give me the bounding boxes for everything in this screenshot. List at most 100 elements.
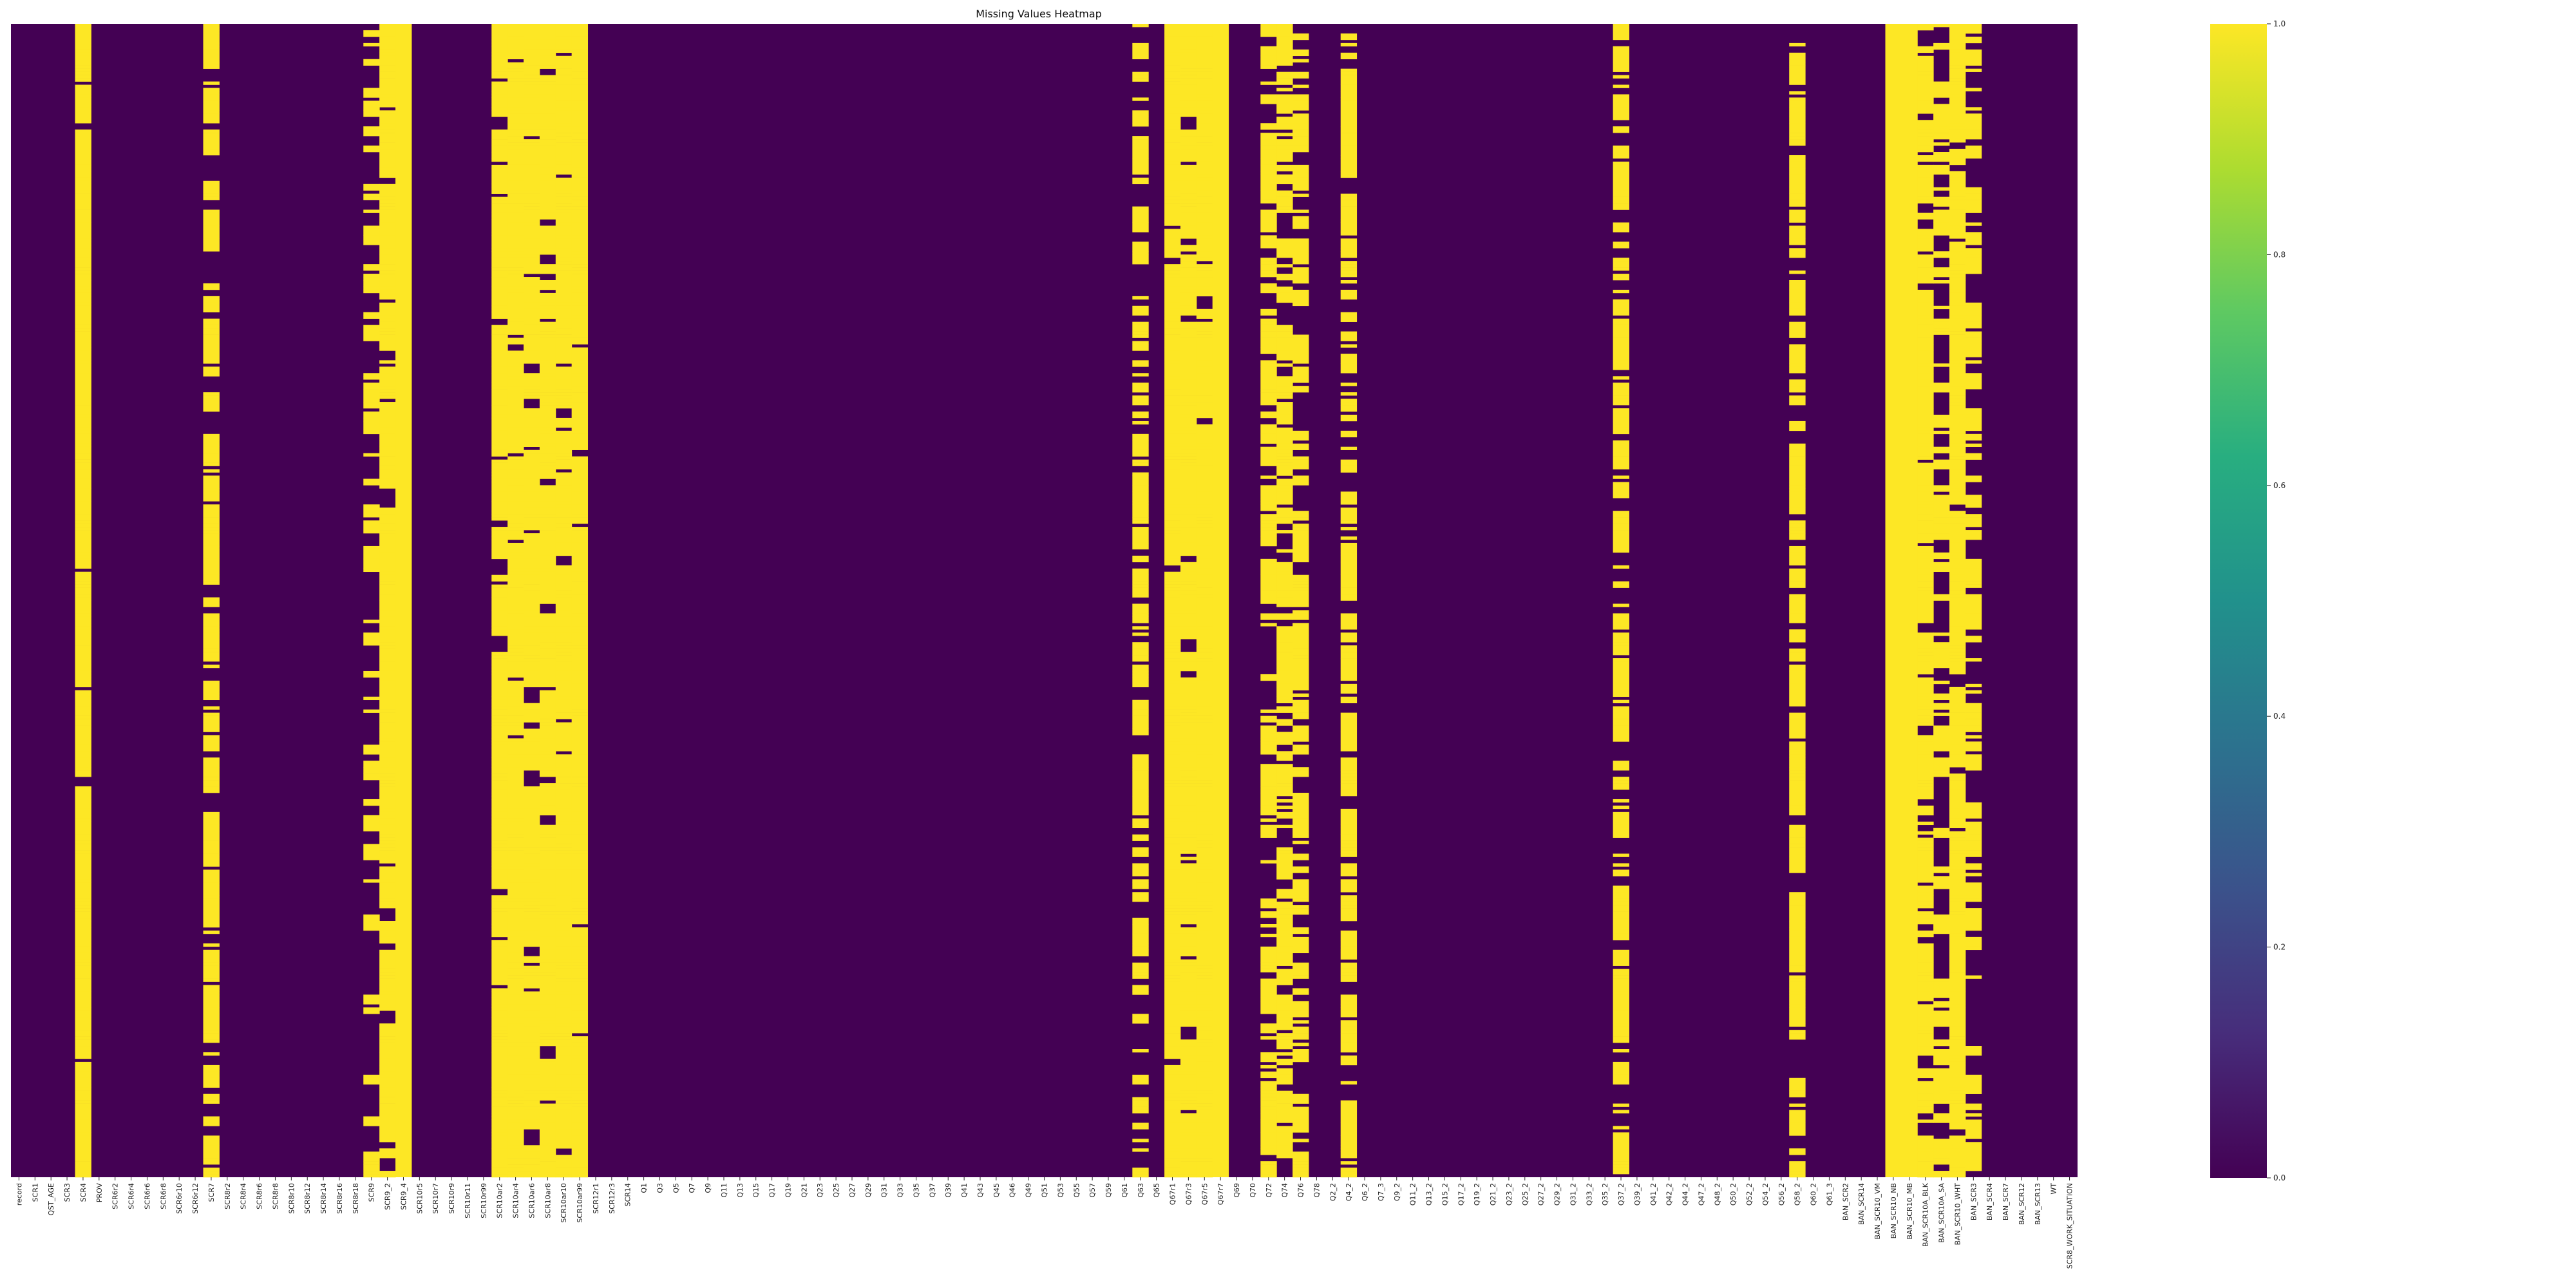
heatmap-cell [1196,24,1213,37]
heatmap-cell [1340,248,1358,252]
heatmap-cell [203,632,220,636]
heatmap-cell [539,786,556,790]
x-tick-label: QST_AGE [47,1183,55,1216]
heatmap-cell [1917,930,1934,934]
heatmap-cell [1340,68,1358,72]
heatmap-cell [1132,853,1149,857]
heatmap-cell [1949,1171,1966,1178]
x-tick-label: record [15,1183,23,1206]
heatmap-cell [1789,1004,1806,1008]
heatmap-cell [1340,744,1358,748]
heatmap-cell [507,620,524,623]
heatmap-cell [1917,1081,1934,1088]
x-tick-label: SCR10ar99 [576,1183,584,1223]
heatmap-cell [1196,744,1213,752]
heatmap-cell [1293,251,1309,255]
heatmap-cell [1293,1106,1309,1117]
heatmap-cell [1196,863,1213,867]
heatmap-cell [1933,1014,1950,1021]
heatmap-cell [524,383,540,386]
heatmap-cell [1949,289,1966,294]
heatmap-cell [1180,805,1197,813]
heatmap-cell [1260,613,1277,617]
heatmap-cell [1196,1027,1213,1030]
heatmap-cell [1196,146,1213,153]
heatmap-cell [1340,383,1358,386]
heatmap-cell [1276,696,1293,701]
heatmap-cell [1164,164,1181,182]
heatmap-cell [491,357,508,367]
heatmap-cell [555,632,573,643]
heatmap-cell [75,347,91,351]
heatmap-cell [1164,818,1181,822]
heatmap-cell [1949,821,1966,829]
heatmap-cell [203,193,220,197]
heatmap-cell [1180,289,1197,294]
heatmap-cell [539,555,556,566]
heatmap-cell [1276,517,1293,524]
heatmap-cell [1789,1094,1806,1097]
heatmap-cell [1917,440,1934,444]
heatmap-cell [1917,386,1934,409]
heatmap-cell [524,1010,540,1018]
heatmap-cell [363,558,380,569]
heatmap-cell [203,399,220,412]
heatmap-cell [491,578,508,582]
heatmap-cell [1949,840,1966,851]
heatmap-cell [507,366,524,370]
heatmap-cell [1276,1004,1293,1011]
heatmap-cell [1180,1046,1197,1053]
heatmap-cell [1180,129,1197,137]
heatmap-cell [491,629,508,633]
heatmap-cell [507,690,524,697]
heatmap-cell [1196,1122,1213,1126]
x-tick-label: BAN_SCR12 [2018,1183,2026,1225]
heatmap-cell [539,665,556,668]
heatmap-cell [1276,670,1293,675]
heatmap-cell [539,719,556,723]
heatmap-cell [571,866,589,870]
heatmap-cell [1196,889,1213,896]
heatmap-cell [1180,571,1197,575]
heatmap-cell [1276,395,1293,399]
heatmap-cell [1340,696,1358,701]
heatmap-cell [75,584,91,588]
heatmap-cell [1180,626,1197,630]
heatmap-cell [1340,889,1358,893]
heatmap-cell [1196,504,1213,508]
heatmap-cell [1276,914,1293,918]
heatmap-cell [1276,459,1293,463]
x-tick-label: SCR6r8 [159,1183,167,1209]
heatmap-cell [363,1171,380,1175]
heatmap-cell [1164,923,1181,928]
heatmap-cell [1164,318,1181,322]
heatmap-cell [571,645,589,649]
heatmap-cell [1293,936,1309,944]
heatmap-cell [1613,59,1629,62]
heatmap-cell [1196,1068,1213,1072]
heatmap-cell [1164,1116,1181,1123]
heatmap-cell [571,337,589,345]
heatmap-cell [1293,840,1309,844]
heatmap-cell [555,39,573,44]
heatmap-cell [555,33,573,37]
heatmap-cell [1917,783,1934,787]
heatmap-cell [1949,1090,1966,1094]
heatmap-cell [1340,414,1358,422]
heatmap-cell [1132,949,1149,957]
heatmap-cell [363,744,380,755]
heatmap-cell [571,414,589,419]
heatmap-cell [1789,1174,1806,1178]
heatmap-cell [539,1004,556,1018]
heatmap-cell [1260,738,1277,742]
heatmap-cell [571,886,589,899]
x-tick-label: SCR10ar8 [544,1183,552,1218]
heatmap-cell [1293,443,1309,450]
heatmap-cell [1180,91,1197,101]
heatmap-cell [1180,113,1197,117]
heatmap-cell [1949,773,1966,777]
heatmap-cell [1789,530,1806,534]
heatmap-cell [539,725,556,732]
heatmap-cell [507,536,524,540]
heatmap-cell [203,46,220,50]
